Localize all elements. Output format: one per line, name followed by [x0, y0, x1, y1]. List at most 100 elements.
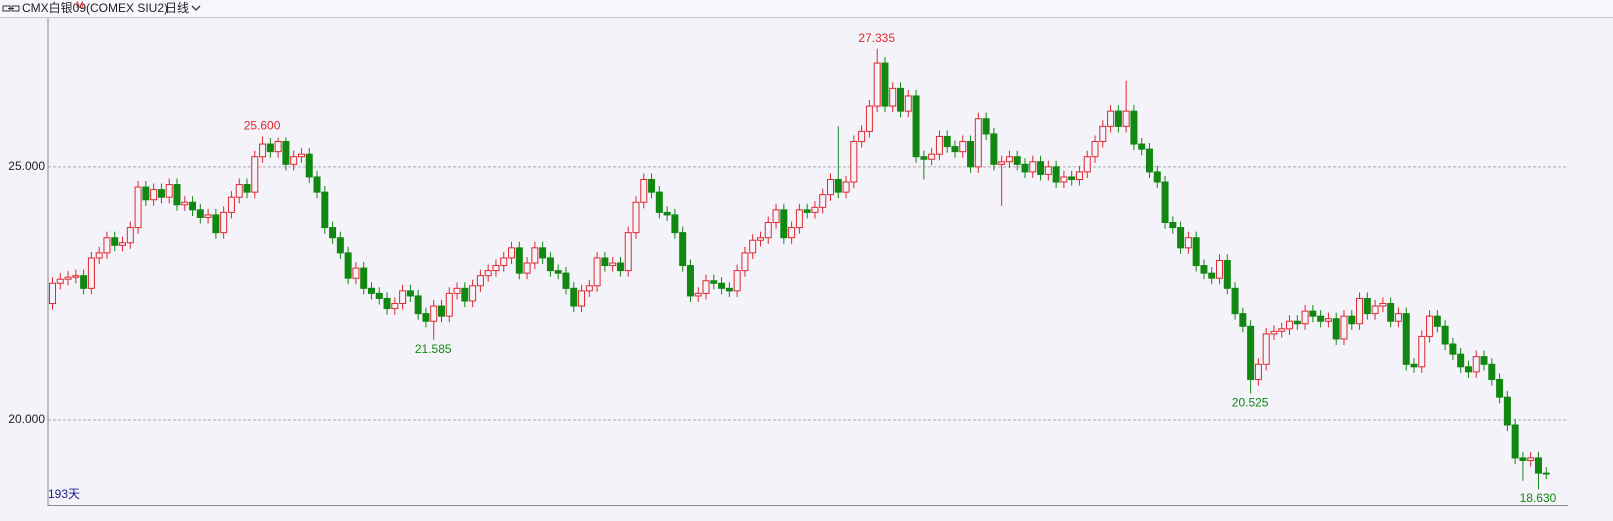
candle-body [1472, 356, 1480, 373]
candle-body [103, 237, 111, 254]
candle-body [1037, 161, 1045, 175]
candle-body [663, 211, 671, 216]
candle-body [1464, 366, 1472, 373]
candle-body [196, 209, 204, 218]
candle-body [476, 275, 484, 287]
candle-body [632, 201, 640, 234]
y-tick-label: 25.000 [8, 159, 45, 173]
candle-body [414, 295, 422, 315]
candle-body [1363, 297, 1371, 315]
candle-body [554, 270, 562, 274]
candle-body [1324, 318, 1332, 322]
candle-body [243, 184, 251, 193]
candle-body [601, 257, 609, 267]
candle-body [204, 214, 212, 218]
candle-body [56, 278, 64, 284]
candle-body [974, 118, 982, 168]
candle-body [1379, 303, 1387, 307]
candle-body [142, 186, 150, 201]
candle-body [150, 189, 158, 201]
candle-body [1169, 222, 1177, 229]
candle-body [982, 118, 990, 135]
candle-body [850, 141, 858, 183]
candle-body [718, 282, 726, 289]
candle-body [119, 242, 127, 246]
candle-body [500, 257, 508, 267]
candle-body [1122, 110, 1130, 127]
candle-body [546, 257, 554, 272]
candle-body [523, 262, 531, 274]
candle-body [1410, 363, 1418, 368]
candle-body [422, 313, 430, 322]
candle-body [329, 227, 337, 239]
candle-body [321, 191, 329, 229]
candle-body [1511, 424, 1519, 459]
candle-body [1270, 330, 1278, 335]
candle-body [795, 209, 803, 229]
candle-body [266, 143, 274, 153]
candle-body [1247, 325, 1255, 380]
y-tick-label: 20.000 [8, 412, 45, 426]
candle-body [290, 156, 298, 165]
candle-body [1433, 315, 1441, 327]
candle-body [1488, 363, 1496, 380]
candle-body [1503, 396, 1511, 426]
candle-body [1091, 141, 1099, 158]
candle-body [928, 153, 936, 160]
candle-body [1060, 176, 1068, 183]
period-selector[interactable]: 日线 [165, 1, 190, 15]
candle-body [904, 95, 912, 112]
candle-body [453, 287, 461, 294]
candle-body [1231, 287, 1239, 315]
candle-body [616, 262, 624, 272]
candle-body [593, 257, 601, 287]
candle-body [282, 141, 290, 165]
candle-body [1332, 318, 1340, 340]
candle-body [1293, 320, 1301, 325]
candle-body [367, 287, 375, 294]
candle-body [1254, 363, 1262, 380]
candle-body [1192, 237, 1200, 267]
candle-body [1029, 161, 1037, 173]
candle-body [967, 141, 975, 168]
candle-body [819, 194, 827, 208]
candle-body [1394, 313, 1402, 322]
candle-body [259, 143, 267, 158]
candle-body [375, 292, 383, 299]
candle-body [539, 247, 547, 259]
candle-body [72, 275, 80, 278]
candle-body [943, 135, 951, 148]
candle-body [1480, 356, 1488, 365]
candle-body [445, 292, 453, 317]
candle-body [1441, 325, 1449, 345]
candle-body [585, 285, 593, 292]
candle-body [881, 62, 889, 107]
candle-body [126, 227, 134, 244]
candle-body [515, 247, 523, 274]
candle-body [1083, 156, 1091, 173]
candle-body [803, 209, 811, 213]
candle-body [297, 153, 305, 158]
candle-body [1068, 176, 1076, 180]
candle-body [1371, 305, 1379, 315]
candle-body [1542, 472, 1550, 475]
candle-body [889, 87, 897, 107]
candle-body [1262, 333, 1270, 365]
candle-body [1153, 171, 1161, 183]
candle-body [873, 62, 881, 107]
candle-body [1223, 259, 1231, 289]
candle-body [87, 257, 95, 289]
candle-body [811, 206, 819, 213]
dropdown-arrow[interactable] [191, 0, 201, 17]
candle-body [1200, 265, 1208, 274]
candle-body [780, 209, 788, 239]
candle-body [1130, 110, 1138, 145]
candle-body [360, 267, 368, 289]
candle-body [570, 287, 578, 307]
candle-body [305, 153, 313, 178]
candle-body [1348, 315, 1356, 325]
candle-body [1387, 303, 1395, 322]
candle-body [1519, 457, 1527, 461]
